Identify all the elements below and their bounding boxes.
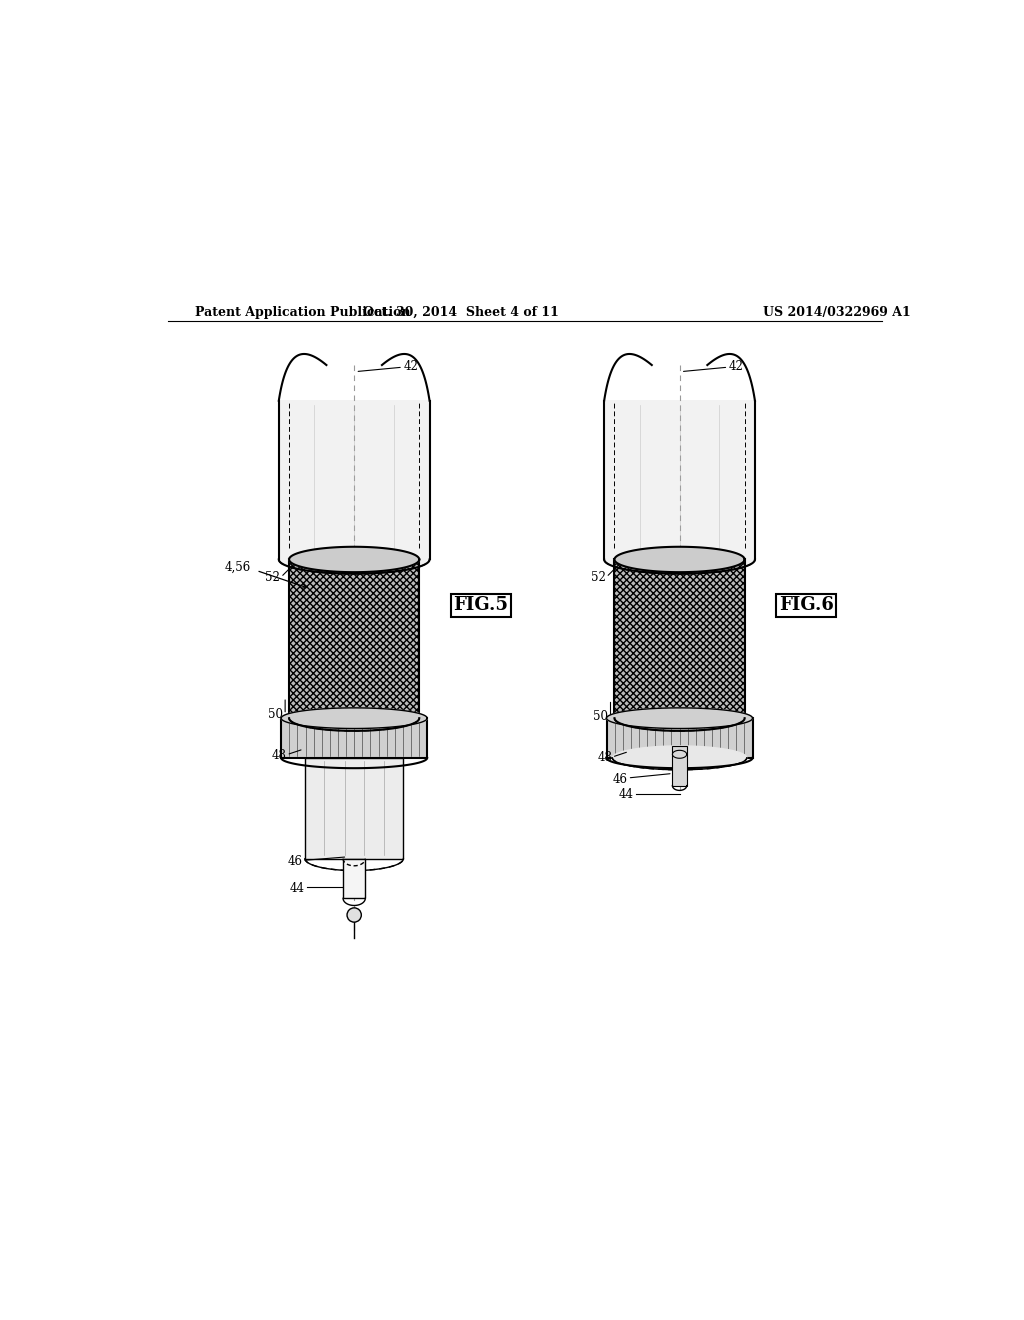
Text: Oct. 30, 2014  Sheet 4 of 11: Oct. 30, 2014 Sheet 4 of 11 [364,306,559,319]
Text: 48: 48 [271,748,287,762]
Text: 44: 44 [289,882,304,895]
Polygon shape [614,546,744,572]
Text: FIG.5: FIG.5 [454,597,508,615]
Polygon shape [604,401,755,574]
Bar [343,858,366,899]
Text: Patent Application Publication: Patent Application Publication [196,306,411,319]
Bar [673,746,687,785]
Polygon shape [606,708,753,729]
Bar [282,718,427,758]
Polygon shape [289,546,419,572]
Polygon shape [282,708,427,729]
Text: 42: 42 [403,360,418,374]
Text: 42: 42 [729,360,743,374]
Text: FIG.6: FIG.6 [778,597,834,615]
Text: 44: 44 [618,788,634,801]
Text: 46: 46 [288,855,303,869]
Polygon shape [279,401,430,574]
Text: 4,56: 4,56 [224,561,251,574]
Text: 52: 52 [265,572,281,585]
Bar [606,718,753,758]
Text: US 2014/0322969 A1: US 2014/0322969 A1 [763,306,910,319]
Text: 48: 48 [597,751,612,764]
Polygon shape [612,746,746,770]
Bar [289,560,419,718]
Circle shape [347,908,361,923]
Text: 46: 46 [613,772,628,785]
Bar [305,758,403,858]
Text: 50: 50 [267,708,283,721]
Text: 50: 50 [593,710,608,723]
Text: 52: 52 [591,572,606,585]
Bar [614,560,744,718]
